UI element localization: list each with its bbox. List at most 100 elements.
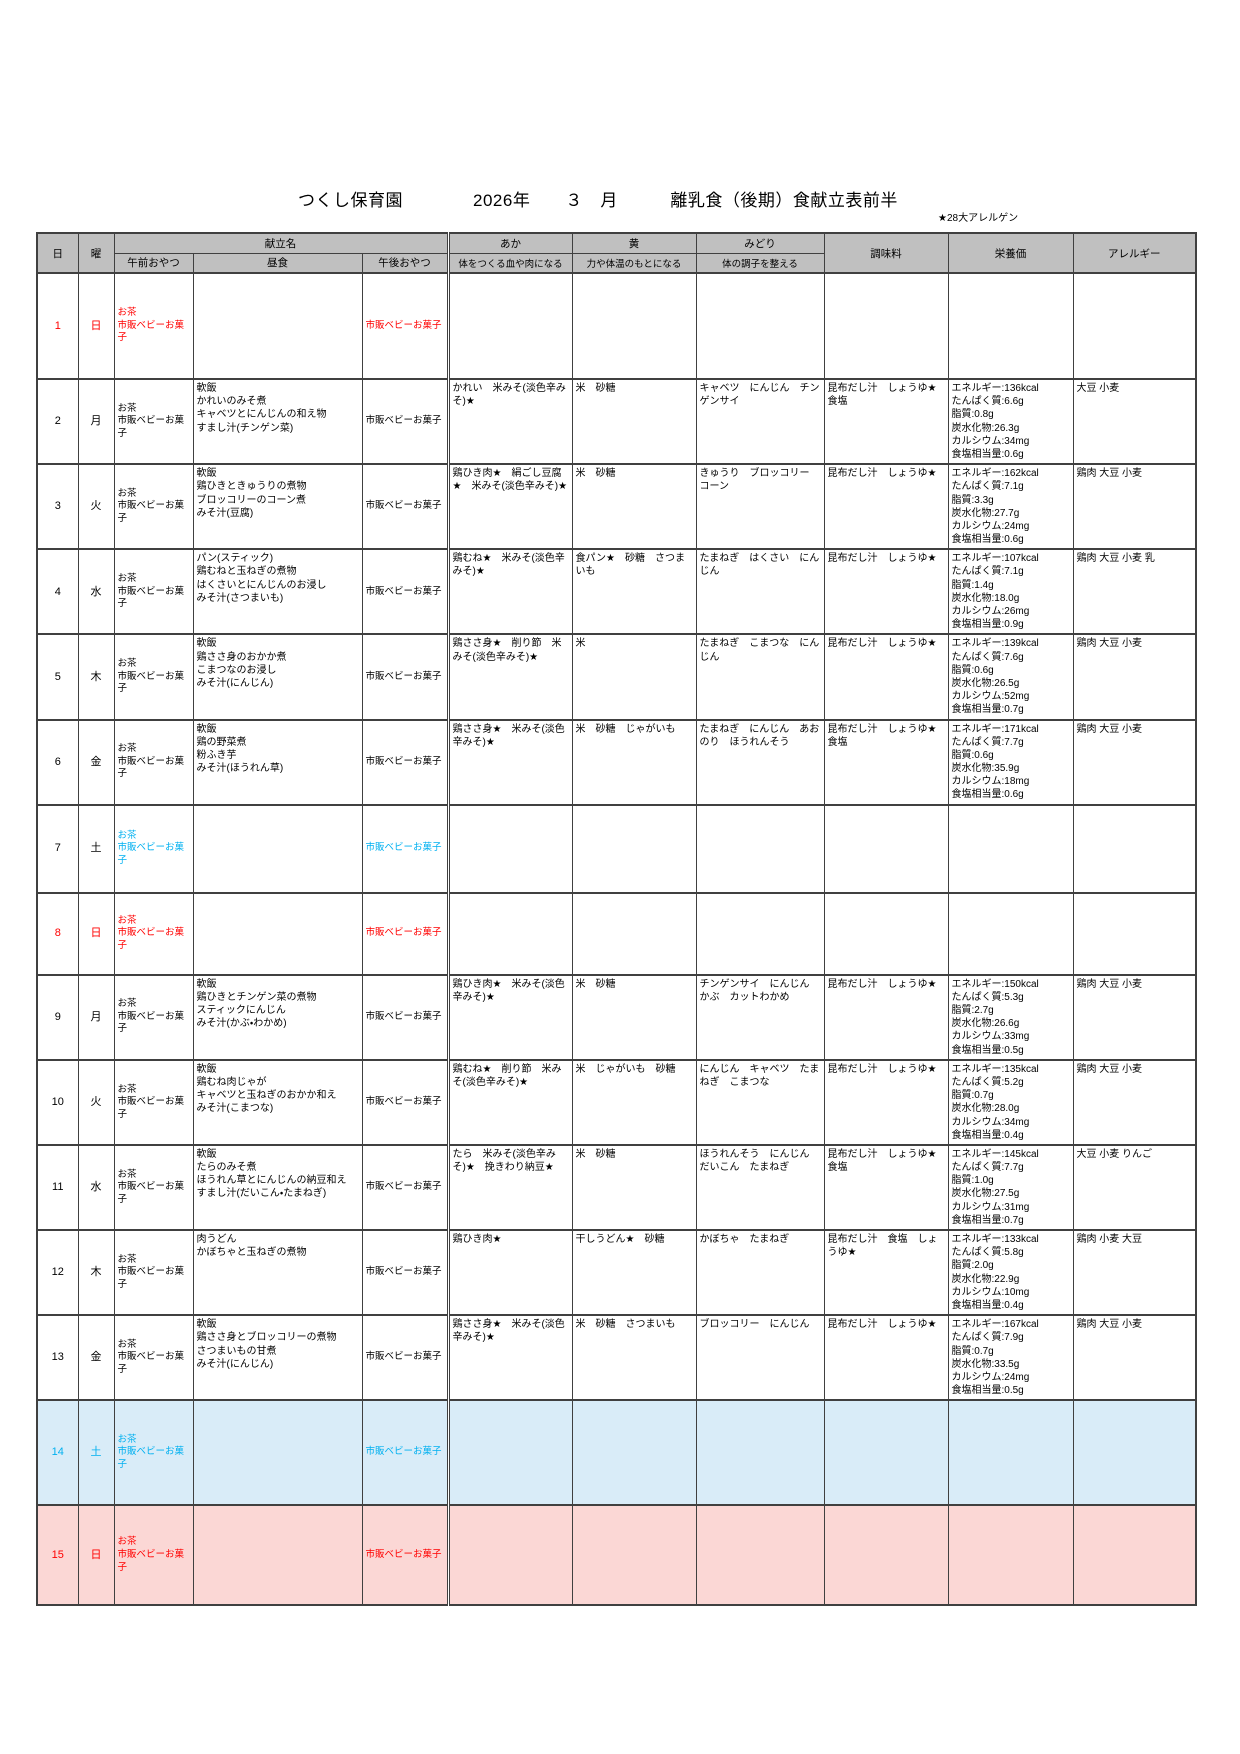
menu-row: 1 日 お茶 市販ベビーお菓子 市販ベビーお菓子 [36,272,1197,380]
pm-snack-cell: 市販ベビーお菓子 [361,377,449,465]
header-yellow-sub: 力や体温のもとになる [571,252,697,274]
am-snack-cell: お茶 市販ベビーお菓子 [113,803,194,894]
menu-row: 11 水 お茶 市販ベビーお菓子 軟飯 たらのみそ煮 ほうれん草とにんじんの納豆… [36,1143,1197,1231]
lunch-cell: パン(スティック) 鶏むねと玉ねぎの煮物 はくさいとにんじんのお浸し みそ汁(さ… [192,548,363,635]
am-snack-cell: お茶 市販ベビーお菓子 [113,973,194,1061]
menu-table-body: 1 日 お茶 市販ベビーお菓子 市販ベビーお菓子 2 月 お茶 市販ベビーお菓子… [36,272,1197,1606]
am-snack-cell: お茶 市販ベビーお菓子 [113,718,194,806]
lunch-cell [192,803,363,894]
header-weekday: 曜 [77,232,115,274]
yellow-foods-cell: 米 砂糖 [571,1143,697,1231]
nutrition-cell: エネルギー:135kcal たんぱく質:5.2g 脂質:0.7g 炭水化物:28… [947,1058,1074,1146]
lunch-cell: 軟飯 鶏の野菜煮 粉ふき芋 みそ汁(ほうれん草) [192,718,363,806]
seasoning-cell [823,891,949,976]
allergy-cell [1072,1504,1197,1606]
am-snack-cell: お茶 市販ベビーお菓子 [113,272,194,380]
green-foods-cell: きゅうり ブロッコリー コーン [695,463,825,550]
weekday-cell: 月 [77,973,115,1061]
green-foods-cell [695,1504,825,1606]
menu-row: 9 月 お茶 市販ベビーお菓子 軟飯 鶏ひきとチンゲン菜の煮物 スティックにんじ… [36,973,1197,1061]
lunch-cell: 軟飯 鶏ささ身のおかか煮 こまつなのお浸し みそ汁(にんじん) [192,633,363,721]
lunch-cell [192,1399,363,1506]
pm-snack-cell: 市販ベビーお菓子 [361,548,449,635]
allergy-cell: 鶏肉 大豆 小麦 [1072,633,1197,721]
seasoning-cell: 昆布だし汁 しょうゆ★ [823,633,949,721]
menu-row: 3 火 お茶 市販ベビーお菓子 軟飯 鶏ひきときゅうりの煮物 ブロッコリーのコー… [36,463,1197,550]
pm-snack-cell: 市販ベビーお菓子 [361,1399,449,1506]
nutrition-cell: エネルギー:107kcal たんぱく質:7.1g 脂質:1.4g 炭水化物:18… [947,548,1074,635]
header-pm-snack: 午後おやつ [361,252,449,274]
am-snack-cell: お茶 市販ベビーお菓子 [113,1399,194,1506]
day-number-cell: 10 [36,1058,79,1146]
lunch-cell [192,272,363,380]
header-red-group: あか [446,232,573,254]
menu-row: 14 土 お茶 市販ベビーお菓子 市販ベビーお菓子 [36,1399,1197,1506]
green-foods-cell [695,272,825,380]
red-foods-cell: 鶏ひき肉★ 絹ごし豆腐★ 米みそ(淡色辛みそ)★ [446,463,573,550]
day-number-cell: 7 [36,803,79,894]
lunch-cell [192,891,363,976]
page-title: つくし保育園 2026年 ３ 月 離乳食（後期）食献立表前半 [298,191,898,210]
nutrition-cell [947,1504,1074,1606]
red-foods-cell: 鶏むね★ 削り節 米みそ(淡色辛みそ)★ [446,1058,573,1146]
green-foods-cell: たまねぎ はくさい にんじん [695,548,825,635]
allergy-cell [1072,803,1197,894]
seasoning-cell [823,803,949,894]
nutrition-cell [947,1399,1074,1506]
yellow-foods-cell: 米 砂糖 [571,377,697,465]
allergy-cell [1072,272,1197,380]
menu-row: 15 日 お茶 市販ベビーお菓子 市販ベビーお菓子 [36,1504,1197,1606]
am-snack-cell: お茶 市販ベビーお菓子 [113,633,194,721]
am-snack-cell: お茶 市販ベビーお菓子 [113,548,194,635]
day-number-cell: 15 [36,1504,79,1606]
header-green-group: みどり [695,232,825,254]
header-row-1: 日 曜 献立名 あか 黄 みどり 調味料 栄養価 アレルギー [36,232,1197,274]
day-number-cell: 11 [36,1143,79,1231]
red-foods-cell [446,272,573,380]
nutrition-cell [947,803,1074,894]
pm-snack-cell: 市販ベビーお菓子 [361,463,449,550]
allergy-cell: 鶏肉 大豆 小麦 乳 [1072,548,1197,635]
pm-snack-cell: 市販ベビーお菓子 [361,718,449,806]
weekday-cell: 金 [77,1314,115,1401]
red-foods-cell: 鶏ささ身★ 削り節 米みそ(淡色辛みそ)★ [446,633,573,721]
am-snack-cell: お茶 市販ベビーお菓子 [113,463,194,550]
seasoning-cell [823,1399,949,1506]
green-foods-cell: ブロッコリー にんじん [695,1314,825,1401]
seasoning-cell [823,1504,949,1606]
green-foods-cell: たまねぎ にんじん あおのり ほうれんそう [695,718,825,806]
yellow-foods-cell [571,803,697,894]
seasoning-cell: 昆布だし汁 しょうゆ★ 食塩 [823,718,949,806]
menu-row: 6 金 お茶 市販ベビーお菓子 軟飯 鶏の野菜煮 粉ふき芋 みそ汁(ほうれん草)… [36,718,1197,806]
menu-row: 12 木 お茶 市販ベビーお菓子 肉うどん かぼちゃと玉ねぎの煮物 市販ベビーお… [36,1228,1197,1316]
green-foods-cell: キャベツ にんじん チンゲンサイ [695,377,825,465]
yellow-foods-cell: 米 じゃがいも 砂糖 [571,1058,697,1146]
yellow-foods-cell: 米 砂糖 [571,463,697,550]
green-foods-cell: にんじん キャベツ たまねぎ こまつな [695,1058,825,1146]
day-number-cell: 9 [36,973,79,1061]
allergy-cell [1072,891,1197,976]
yellow-foods-cell: 米 [571,633,697,721]
allergy-cell: 鶏肉 大豆 小麦 [1072,1058,1197,1146]
pm-snack-cell: 市販ベビーお菓子 [361,1058,449,1146]
header-seasoning: 調味料 [823,232,949,274]
am-snack-cell: お茶 市販ベビーお菓子 [113,1504,194,1606]
menu-row: 2 月 お茶 市販ベビーお菓子 軟飯 かれいのみそ煮 キャベツとにんじんの和え物… [36,377,1197,465]
green-foods-cell: ほうれんそう にんじん だいこん たまねぎ [695,1143,825,1231]
day-number-cell: 12 [36,1228,79,1316]
day-number-cell: 4 [36,548,79,635]
allergy-cell: 鶏肉 小麦 大豆 [1072,1228,1197,1316]
yellow-foods-cell [571,272,697,380]
weekday-cell: 木 [77,1228,115,1316]
menu-row: 8 日 お茶 市販ベビーお菓子 市販ベビーお菓子 [36,891,1197,976]
green-foods-cell [695,1399,825,1506]
allergy-cell: 鶏肉 大豆 小麦 [1072,973,1197,1061]
header-green-sub: 体の調子を整える [695,252,825,274]
lunch-cell: 軟飯 たらのみそ煮 ほうれん草とにんじんの納豆和え すまし汁(だいこん・たまねぎ… [192,1143,363,1231]
red-foods-cell: 鶏ささ身★ 米みそ(淡色辛みそ)★ [446,1314,573,1401]
yellow-foods-cell [571,1399,697,1506]
header-nutrition: 栄養価 [947,232,1074,274]
am-snack-cell: お茶 市販ベビーお菓子 [113,1143,194,1231]
red-foods-cell: 鶏むね★ 米みそ(淡色辛みそ)★ [446,548,573,635]
day-number-cell: 3 [36,463,79,550]
